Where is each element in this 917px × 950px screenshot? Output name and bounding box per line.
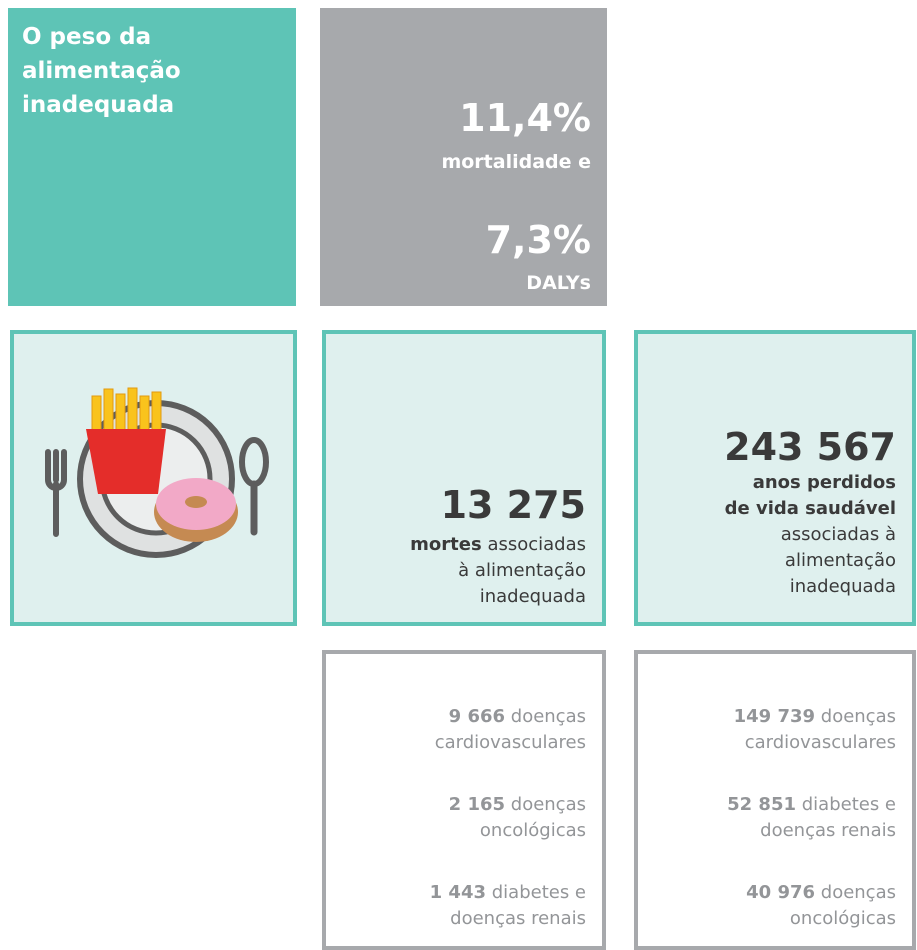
breakdown-text: doenças — [511, 794, 586, 815]
dalys-line: alimentação — [785, 550, 896, 571]
deaths-text: mortes associadas à alimentação inadequada — [410, 532, 586, 610]
icon-tile — [10, 330, 297, 626]
deaths-bold: mortes — [410, 534, 482, 555]
dalys-bold: anos perdidos — [753, 472, 896, 493]
deaths-value: 13 275 — [441, 484, 586, 526]
breakdown-item: 2 165 doenças oncológicas — [449, 792, 586, 844]
breakdown-text: oncológicas — [790, 908, 896, 929]
dalys-text: anos perdidos de vida saudável associadas … — [725, 470, 896, 600]
dalys-bold: de vida saudável — [725, 498, 896, 519]
breakdown-value: 1 443 — [430, 882, 486, 903]
breakdown-text: doenças renais — [760, 820, 896, 841]
page: O peso da alimentação inadequada 11,4% m… — [0, 0, 917, 943]
breakdown-text: oncológicas — [480, 820, 586, 841]
stats-tile: 11,4% mortalidade e 7,3% DALYs — [320, 8, 607, 306]
breakdown-item: 52 851 diabetes e doenças renais — [727, 792, 896, 844]
deaths-tile: 13 275 mortes associadas à alimentação ina… — [322, 330, 606, 626]
breakdown-text: cardiovasculares — [745, 732, 896, 753]
breakdown-value: 2 165 — [449, 794, 505, 815]
stat-value: 7,3% — [486, 218, 591, 262]
dalys-tile: 243 567 anos perdidos de vida saudável ass… — [634, 330, 916, 626]
breakdown-text: diabetes e — [802, 794, 896, 815]
stat-value: 11,4% — [459, 96, 591, 140]
dalys-value: 243 567 — [724, 426, 896, 468]
title: O peso da alimentação inadequada — [22, 20, 262, 122]
food-icon — [14, 334, 293, 622]
breakdown-text: doenças — [511, 706, 586, 727]
breakdown-text: diabetes e — [492, 882, 586, 903]
breakdown-text: cardiovasculares — [435, 732, 586, 753]
stat-label: DALYs — [526, 270, 591, 296]
breakdown-text: doenças — [821, 706, 896, 727]
deaths-line: associadas — [487, 534, 586, 555]
breakdown-text: doenças — [821, 882, 896, 903]
dalys-line: associadas à — [781, 524, 896, 545]
stat-label: mortalidade e — [441, 149, 591, 175]
title-tile: O peso da alimentação inadequada — [8, 8, 296, 306]
breakdown-value: 9 666 — [449, 706, 505, 727]
breakdown-value: 149 739 — [734, 706, 815, 727]
breakdown-item: 40 976 doenças oncológicas — [746, 880, 896, 932]
breakdown-text: doenças renais — [450, 908, 586, 929]
breakdown-item: 149 739 doenças cardiovasculares — [734, 704, 896, 756]
breakdown-tile: 9 666 doenças cardiovasculares 2 165 doenç… — [322, 650, 606, 950]
breakdown-tile: 149 739 doenças cardiovasculares 52 851 di… — [634, 650, 916, 950]
breakdown-value: 52 851 — [727, 794, 796, 815]
dalys-line: inadequada — [790, 576, 896, 597]
breakdown-value: 40 976 — [746, 882, 815, 903]
deaths-line: à alimentação — [458, 560, 586, 581]
breakdown-item: 9 666 doenças cardiovasculares — [435, 704, 586, 756]
deaths-line: inadequada — [480, 586, 586, 607]
breakdown-item: 1 443 diabetes e doenças renais — [430, 880, 586, 932]
